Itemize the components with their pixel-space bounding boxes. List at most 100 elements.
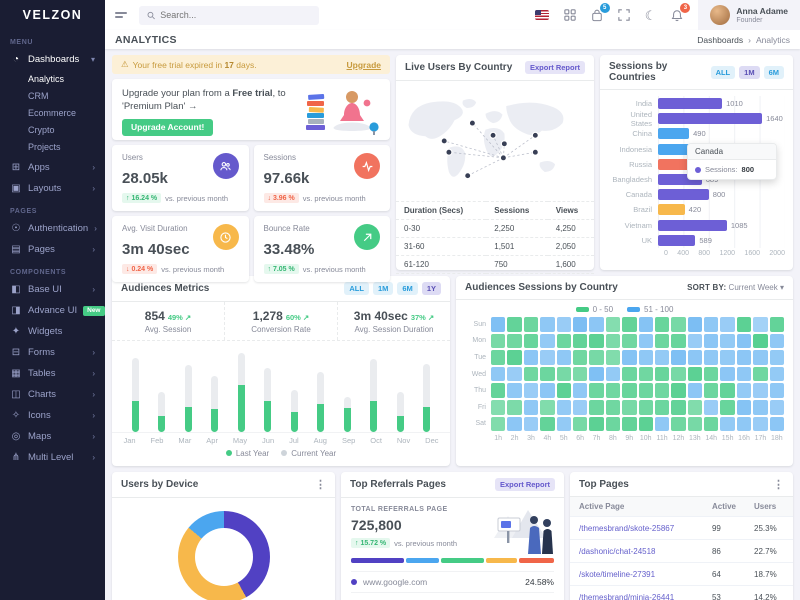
- filter-button-1m[interactable]: 1M: [372, 282, 394, 295]
- heatmap-cell[interactable]: [671, 416, 686, 432]
- heatmap-cell[interactable]: [753, 317, 768, 332]
- filter-button-1y[interactable]: 1Y: [421, 282, 441, 295]
- heatmap-cell[interactable]: [769, 366, 784, 382]
- heatmap-cell[interactable]: [540, 383, 555, 398]
- sidebar-item-maps[interactable]: ◎ Maps ›: [0, 426, 105, 447]
- heatmap-cell[interactable]: [556, 350, 571, 365]
- heatmap-cell[interactable]: [491, 399, 506, 415]
- heatmap-cell[interactable]: [704, 399, 719, 415]
- heatmap-cell[interactable]: [540, 333, 555, 349]
- sidebar-item-authentication[interactable]: ☉ Authentication ›: [0, 218, 105, 239]
- heatmap-cell[interactable]: [720, 383, 735, 398]
- heatmap-cell[interactable]: [720, 350, 735, 365]
- heatmap-cell[interactable]: [769, 416, 784, 432]
- heatmap-cell[interactable]: [540, 350, 555, 365]
- filter-button-6m[interactable]: 6M: [397, 282, 418, 295]
- heatmap-cell[interactable]: [704, 333, 719, 349]
- heatmap-cell[interactable]: [589, 383, 604, 398]
- heatmap-cell[interactable]: [589, 366, 604, 382]
- heatmap-cell[interactable]: [753, 416, 768, 432]
- sidebar-item-apps[interactable]: ⊞ Apps ›: [0, 157, 105, 178]
- heatmap-cell[interactable]: [605, 416, 621, 432]
- heatmap-cell[interactable]: [654, 383, 670, 398]
- filter-button-all[interactable]: ALL: [710, 65, 736, 79]
- heatmap-cell[interactable]: [605, 317, 621, 332]
- heatmap-cell[interactable]: [605, 399, 621, 415]
- heatmap-cell[interactable]: [572, 399, 588, 415]
- heatmap-cell[interactable]: [556, 416, 571, 432]
- heatmap-cell[interactable]: [556, 399, 571, 415]
- heatmap-cell[interactable]: [491, 383, 506, 398]
- heatmap-cell[interactable]: [687, 350, 703, 365]
- heatmap-cell[interactable]: [622, 317, 637, 332]
- heatmap-cell[interactable]: [654, 333, 670, 349]
- heatmap-cell[interactable]: [523, 350, 539, 365]
- heatmap-cell[interactable]: [769, 399, 784, 415]
- search-box[interactable]: [139, 5, 319, 25]
- heatmap-cell[interactable]: [622, 416, 637, 432]
- heatmap-cell[interactable]: [769, 350, 784, 365]
- heatmap-cell[interactable]: [589, 399, 604, 415]
- heatmap-cell[interactable]: [507, 333, 522, 349]
- shopping-bag-icon[interactable]: 5: [591, 2, 610, 22]
- heatmap-cell[interactable]: [687, 383, 703, 398]
- heatmap-cell[interactable]: [605, 383, 621, 398]
- heatmap-cell[interactable]: [622, 383, 637, 398]
- heatmap-cell[interactable]: [507, 416, 522, 432]
- heatmap-cell[interactable]: [605, 333, 621, 349]
- sidebar-item-charts[interactable]: ◫ Charts ›: [0, 384, 105, 405]
- heatmap-cell[interactable]: [736, 333, 752, 349]
- heatmap-cell[interactable]: [589, 416, 604, 432]
- filter-button-1m[interactable]: 1M: [739, 65, 760, 79]
- heatmap-cell[interactable]: [753, 399, 768, 415]
- sidebar-item-multi-level[interactable]: ⋔ Multi Level ›: [0, 447, 105, 468]
- sort-by-dropdown[interactable]: SORT BY: Current Week ▾: [687, 283, 784, 292]
- heatmap-cell[interactable]: [572, 383, 588, 398]
- heatmap-cell[interactable]: [523, 383, 539, 398]
- heatmap-cell[interactable]: [572, 416, 588, 432]
- heatmap-cell[interactable]: [687, 399, 703, 415]
- heatmap-cell[interactable]: [704, 317, 719, 332]
- search-input[interactable]: [160, 10, 311, 20]
- apps-grid-icon[interactable]: [564, 9, 576, 21]
- heatmap-cell[interactable]: [507, 399, 522, 415]
- heatmap-cell[interactable]: [704, 350, 719, 365]
- heatmap-cell[interactable]: [605, 350, 621, 365]
- breadcrumb-item[interactable]: Dashboards: [697, 34, 744, 45]
- heatmap-cell[interactable]: [572, 350, 588, 365]
- heatmap-cell[interactable]: [687, 416, 703, 432]
- heatmap-cell[interactable]: [589, 333, 604, 349]
- heatmap-cell[interactable]: [507, 317, 522, 332]
- heatmap-cell[interactable]: [556, 383, 571, 398]
- heatmap-cell[interactable]: [622, 350, 637, 365]
- heatmap-cell[interactable]: [523, 317, 539, 332]
- heatmap-cell[interactable]: [671, 333, 686, 349]
- heatmap-cell[interactable]: [720, 317, 735, 332]
- sidebar-item-advance-ui[interactable]: ◨ Advance UI New: [0, 300, 105, 321]
- heatmap-cell[interactable]: [540, 317, 555, 332]
- heatmap-cell[interactable]: [720, 366, 735, 382]
- heatmap-cell[interactable]: [572, 333, 588, 349]
- heatmap-cell[interactable]: [638, 333, 653, 349]
- export-report-button[interactable]: Export Report: [524, 61, 585, 74]
- heatmap-cell[interactable]: [654, 350, 670, 365]
- heatmap-cell[interactable]: [638, 366, 653, 382]
- heatmap-cell[interactable]: [523, 333, 539, 349]
- heatmap-cell[interactable]: [736, 317, 752, 332]
- heatmap-cell[interactable]: [491, 317, 506, 332]
- sidebar-item-pages[interactable]: ▤ Pages ›: [0, 239, 105, 260]
- heatmap-cell[interactable]: [523, 399, 539, 415]
- heatmap-cell[interactable]: [753, 383, 768, 398]
- heatmap-cell[interactable]: [491, 366, 506, 382]
- heatmap-cell[interactable]: [687, 333, 703, 349]
- heatmap-cell[interactable]: [605, 366, 621, 382]
- heatmap-cell[interactable]: [671, 350, 686, 365]
- filter-button-all[interactable]: ALL: [344, 282, 369, 295]
- sidebar-item-forms[interactable]: ⊟ Forms ›: [0, 342, 105, 363]
- sidebar-subitem-crypto[interactable]: Crypto: [28, 124, 55, 135]
- heatmap-cell[interactable]: [753, 366, 768, 382]
- heatmap-cell[interactable]: [671, 366, 686, 382]
- fullscreen-icon[interactable]: [618, 9, 630, 21]
- heatmap-cell[interactable]: [622, 366, 637, 382]
- heatmap-cell[interactable]: [638, 383, 653, 398]
